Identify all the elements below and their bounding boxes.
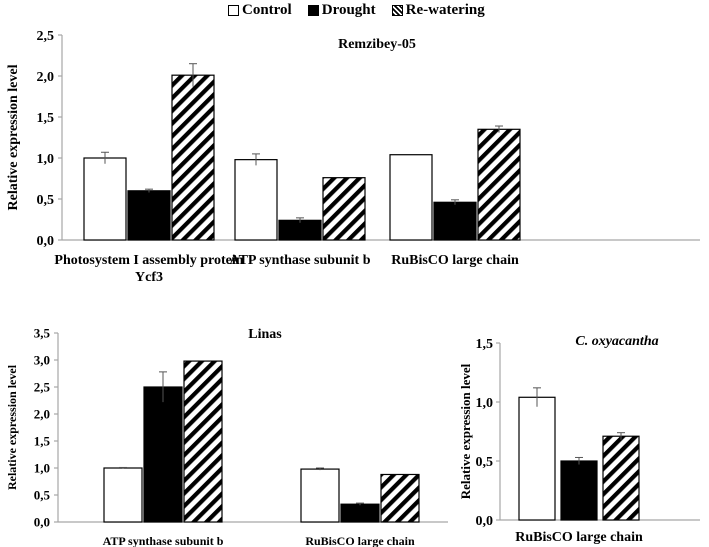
panel1-category-label: ATP synthase subunit b: [230, 253, 371, 268]
panel2-bar-control-2: [300, 468, 340, 523]
panel1-category-label: Photosystem I assembly protein: [54, 253, 243, 268]
panel3-bar-control-1: [518, 396, 556, 521]
legend-label-drought: Drought: [321, 1, 376, 18]
panel2-category-label: RuBisCO large chain: [305, 534, 415, 547]
legend-swatch-control: [228, 4, 239, 16]
panel1-bar-rewatering-1: [171, 74, 215, 241]
panel1-bar-control-3: [389, 154, 433, 241]
panel3-bar-drought-1: [560, 460, 598, 521]
legend-item-control: Control: [228, 2, 292, 19]
panel2-category-label: ATP synthase subunit b: [103, 534, 224, 547]
panel2-y-tick-label: 0,5: [34, 488, 51, 503]
panel1-y-axis-label: Relative expression level: [6, 64, 21, 210]
panel2-y-tick-label: 2,0: [34, 407, 50, 422]
panel1-bar-rewatering-2: [322, 177, 366, 241]
panel2-bar-drought-1: [143, 386, 183, 523]
panel1-bar-rewatering-3: [477, 128, 521, 241]
legend-label-rewatering: Re-watering: [405, 1, 485, 18]
panel2-y-tick-label: 3,5: [34, 326, 51, 341]
panel2-y-tick-label: 1,0: [34, 461, 50, 476]
panel2-y-tick-label: 0,0: [34, 515, 50, 530]
panel1-bar-control-1: [83, 157, 127, 241]
panel1-y-tick-label: 1,0: [37, 152, 55, 167]
panel3-y-tick-label: 0,5: [476, 455, 494, 470]
panel1-y-tick-label: 2,0: [37, 70, 55, 85]
panel1-y-tick-label: 1,5: [37, 111, 55, 126]
panel1-bar-drought-1: [127, 190, 171, 241]
panel3-category-label: RuBisCO large chain: [515, 530, 643, 545]
legend: Control Drought Re-watering: [228, 0, 501, 20]
panel1-bar-drought-2: [278, 219, 322, 241]
panel2-bar-rewatering-1: [183, 360, 223, 523]
panel3-y-tick-label: 1,0: [476, 396, 494, 411]
panel3-y-tick-label: 1,5: [476, 337, 494, 352]
panel1-y-tick-label: 0,5: [37, 193, 55, 208]
legend-swatch-rewatering: [391, 4, 403, 16]
panel3-y-tick-label: 0,0: [476, 514, 494, 529]
panel3-title: C. oxyacantha: [575, 334, 658, 349]
panel1-bar-drought-3: [433, 201, 477, 241]
panel2-y-axis-label: Relative expression level: [5, 364, 19, 490]
panel1-category-label: RuBisCO large chain: [391, 253, 519, 268]
panel2-bar-rewatering-2: [380, 473, 420, 523]
panel1-bar-control-2: [234, 159, 278, 241]
panel2-y-tick-label: 3,0: [34, 353, 50, 368]
panel2-title: Linas: [248, 327, 282, 342]
panel3-y-axis-label: Relative expression level: [458, 363, 473, 499]
panel2-y-tick-label: 1,5: [34, 434, 51, 449]
panel1-y-tick-label: 0,0: [37, 234, 55, 249]
panel2-y-tick-label: 2,5: [34, 380, 51, 395]
legend-item-rewatering: Re-watering: [391, 1, 485, 19]
panel1-category-label: Ycf3: [135, 270, 163, 285]
legend-swatch-drought: [307, 4, 319, 16]
panel1-y-tick-label: 2,5: [37, 29, 55, 44]
legend-item-drought: Drought: [307, 1, 376, 19]
panel3-bar-rewatering-1: [602, 435, 640, 521]
legend-label-control: Control: [242, 1, 292, 18]
panel1-title: Remzibey-05: [338, 37, 416, 52]
panel2-bar-control-1: [103, 467, 143, 523]
panel2-bar-drought-2: [340, 503, 380, 523]
